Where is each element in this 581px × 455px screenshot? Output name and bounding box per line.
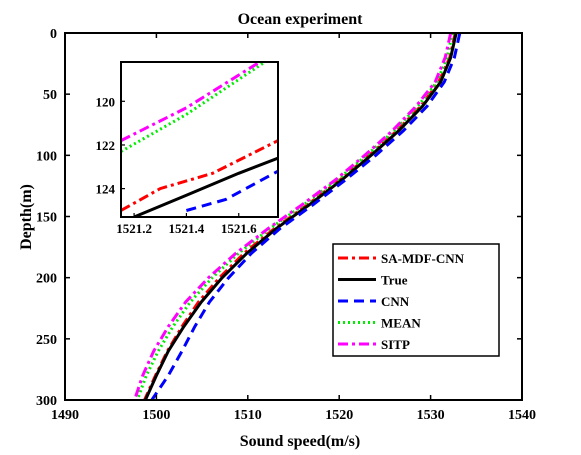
y-tick-label: 100 <box>36 149 57 164</box>
x-tick-label: 1500 <box>142 408 170 423</box>
inset-y-tick-label: 120 <box>96 94 116 109</box>
x-tick-label: 1540 <box>508 408 536 423</box>
inset-line-cnn <box>185 169 278 212</box>
series-line-true <box>144 32 458 401</box>
inset-line-sitp <box>121 62 261 142</box>
legend: SA-MDF-CNN True CNN MEAN SITP <box>332 243 500 357</box>
inset-line-mean <box>121 62 266 153</box>
y-tick-label: 50 <box>43 88 57 103</box>
legend-label: SA-MDF-CNN <box>381 251 465 266</box>
inset-y-tick-label: 124 <box>96 182 116 197</box>
legend-label: MEAN <box>381 316 421 331</box>
y-tick-label: 150 <box>36 211 57 226</box>
x-tick-label: 1530 <box>417 408 445 423</box>
inset-series-lines <box>121 62 278 217</box>
x-tick-label: 1510 <box>234 408 262 423</box>
x-tick-label: 1520 <box>325 408 353 423</box>
inset-y-tick-label: 122 <box>96 138 116 153</box>
inset-line-sa-mdf-cnn <box>121 139 278 212</box>
x-tick-label: 1490 <box>51 408 79 423</box>
inset-axis-ticks: 1521.2 1521.4 1521.6 120 122 124 <box>96 94 258 236</box>
series-line-sitp <box>133 32 453 401</box>
y-tick-label: 0 <box>50 27 57 42</box>
legend-label: True <box>381 273 408 288</box>
y-tick-label: 250 <box>36 333 57 348</box>
inset-frame <box>120 61 279 218</box>
inset-x-tick-label: 1521.6 <box>221 221 257 236</box>
series-line-cnn <box>150 32 462 401</box>
chart-title: Ocean experiment <box>238 11 364 28</box>
y-axis-label: Depth(m) <box>18 184 35 250</box>
legend-label: SITP <box>381 337 410 352</box>
y-tick-label: 300 <box>36 394 57 409</box>
inset-line-true <box>133 156 278 217</box>
main-series-lines <box>133 32 462 401</box>
main-axis-ticks: 1490 1500 1510 1520 1530 1540 0 50 100 150 200 250 3… <box>36 27 536 423</box>
x-axis-label: Sound speed(m/s) <box>240 433 360 450</box>
inset-x-tick-label: 1521.4 <box>169 221 205 236</box>
legend-label: CNN <box>381 294 410 309</box>
inset-x-tick-label: 1521.2 <box>116 221 152 236</box>
y-tick-label: 200 <box>36 272 57 287</box>
zoom-inset: 1521.2 1521.4 1521.6 120 122 124 <box>96 61 279 236</box>
